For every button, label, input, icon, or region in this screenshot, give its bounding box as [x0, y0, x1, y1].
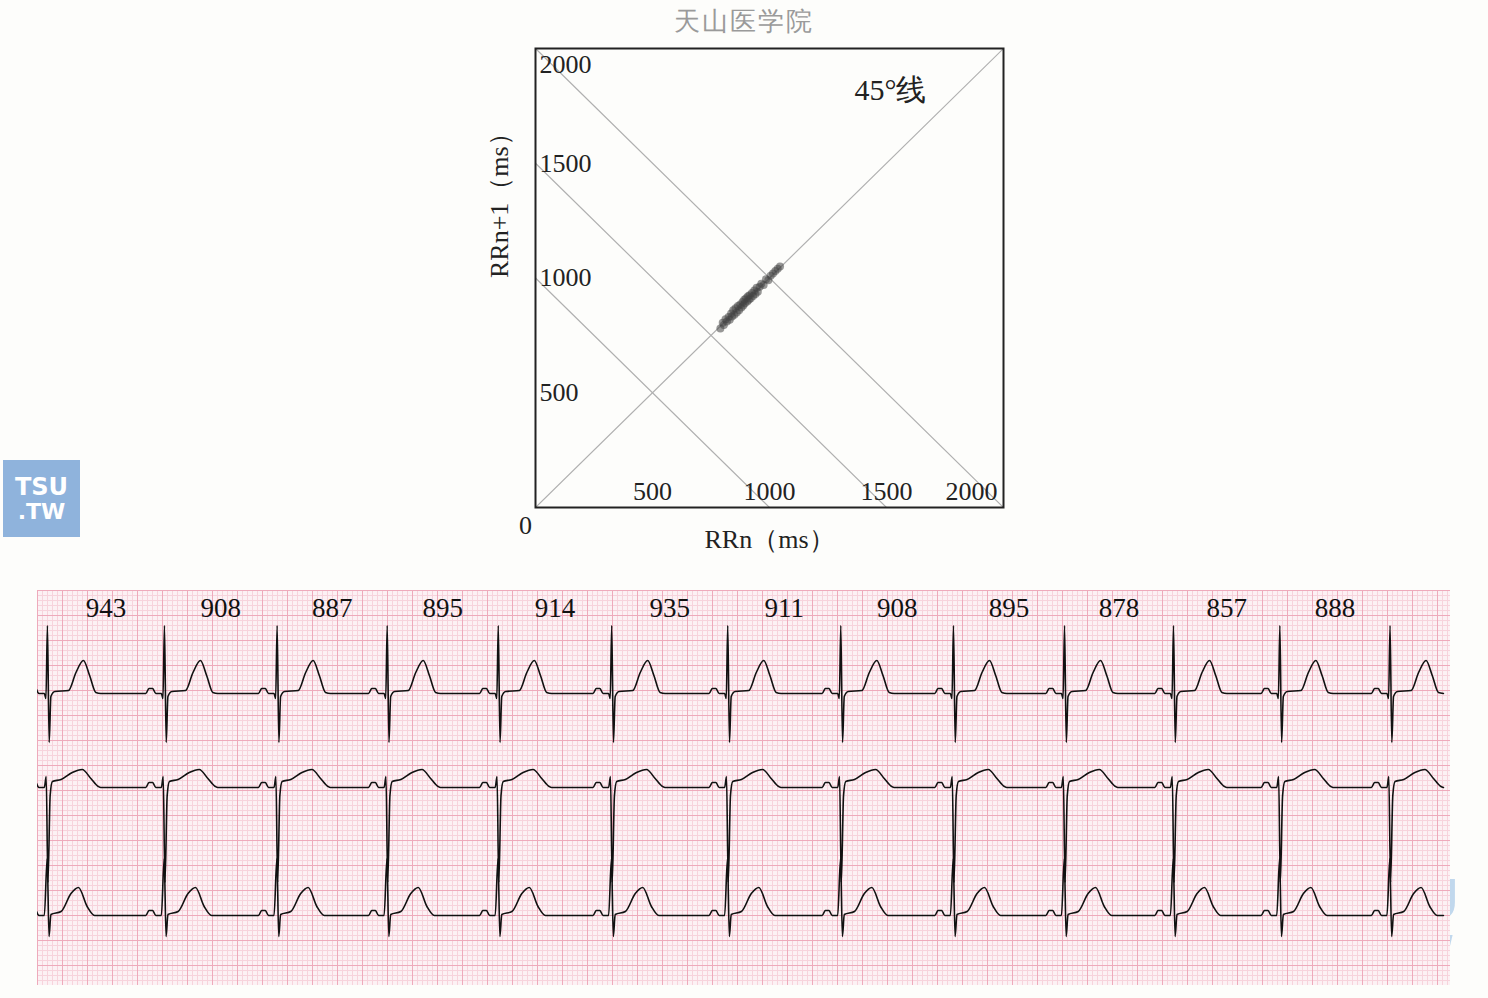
html-text:TSU: TSU — [1340, 868, 1460, 931]
svg-text:888: 888 — [1315, 593, 1356, 623]
svg-text:1000: 1000 — [540, 263, 592, 292]
svg-text:1500: 1500 — [540, 149, 592, 178]
svg-text:895: 895 — [989, 593, 1030, 623]
svg-text:887: 887 — [312, 593, 353, 623]
svg-text:RRn+1（ms）: RRn+1（ms） — [485, 120, 514, 278]
svg-text:935: 935 — [649, 593, 690, 623]
svg-text:500: 500 — [540, 378, 579, 407]
svg-text:RRn（ms）: RRn（ms） — [704, 525, 834, 554]
svg-text:914: 914 — [535, 593, 576, 623]
svg-text:895: 895 — [422, 593, 463, 623]
html-text:TSU: TSU — [14, 473, 69, 501]
svg-text:1500: 1500 — [861, 477, 913, 506]
svg-text:500: 500 — [633, 477, 672, 506]
svg-text:857: 857 — [1206, 593, 1247, 623]
svg-text:943: 943 — [86, 593, 127, 623]
svg-text:0: 0 — [519, 511, 532, 540]
svg-text:878: 878 — [1099, 593, 1140, 623]
svg-text:45°线: 45°线 — [854, 73, 926, 106]
svg-text:1000: 1000 — [744, 477, 796, 506]
svg-text:908: 908 — [877, 593, 918, 623]
html-text:天山医学院: 天山医学院 — [674, 6, 814, 36]
html-text:.TW: .TW — [17, 499, 66, 524]
svg-text:908: 908 — [201, 593, 242, 623]
html-text:.TW: .TW — [1345, 925, 1455, 983]
svg-text:2000: 2000 — [946, 477, 998, 506]
svg-text:2000: 2000 — [540, 50, 592, 79]
svg-text:911: 911 — [765, 593, 805, 623]
